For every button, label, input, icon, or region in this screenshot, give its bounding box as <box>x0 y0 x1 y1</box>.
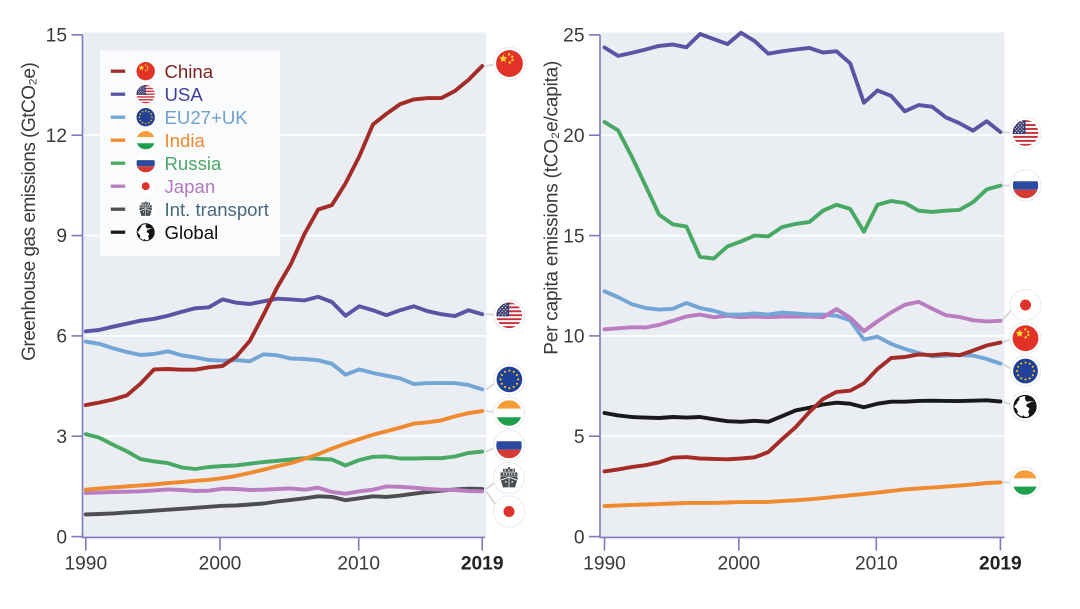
svg-text:12: 12 <box>46 126 67 147</box>
svg-text:2000: 2000 <box>199 554 242 575</box>
svg-text:2019: 2019 <box>461 554 504 575</box>
svg-text:Per capita emissions (tCO₂e/ca: Per capita emissions (tCO₂e/capita) <box>542 61 563 355</box>
svg-text:0: 0 <box>574 527 585 548</box>
svg-text:15: 15 <box>46 26 67 47</box>
svg-text:6: 6 <box>56 327 67 348</box>
svg-text:1990: 1990 <box>583 554 626 575</box>
svg-text:20: 20 <box>563 126 584 147</box>
svg-text:2010: 2010 <box>337 554 380 575</box>
svg-text:Russia: Russia <box>165 153 222 174</box>
svg-text:Global: Global <box>165 222 219 243</box>
svg-text:China: China <box>165 61 214 82</box>
svg-text:15: 15 <box>563 226 584 247</box>
svg-text:10: 10 <box>563 327 584 348</box>
svg-text:2000: 2000 <box>717 554 760 575</box>
svg-text:2010: 2010 <box>855 554 898 575</box>
svg-text:0: 0 <box>56 527 67 548</box>
svg-text:EU27+UK: EU27+UK <box>165 107 249 128</box>
svg-text:Greenhouse gas emissions (GtCO: Greenhouse gas emissions (GtCO₂e) <box>19 63 40 361</box>
svg-text:Int. transport: Int. transport <box>165 199 270 220</box>
svg-text:1990: 1990 <box>64 554 107 575</box>
svg-text:3: 3 <box>56 427 67 448</box>
svg-text:25: 25 <box>563 26 584 47</box>
svg-text:Japan: Japan <box>165 176 216 197</box>
svg-text:USA: USA <box>165 84 204 105</box>
svg-text:9: 9 <box>56 226 67 247</box>
svg-text:2019: 2019 <box>979 554 1022 575</box>
svg-text:India: India <box>165 130 206 151</box>
svg-text:5: 5 <box>574 427 585 448</box>
